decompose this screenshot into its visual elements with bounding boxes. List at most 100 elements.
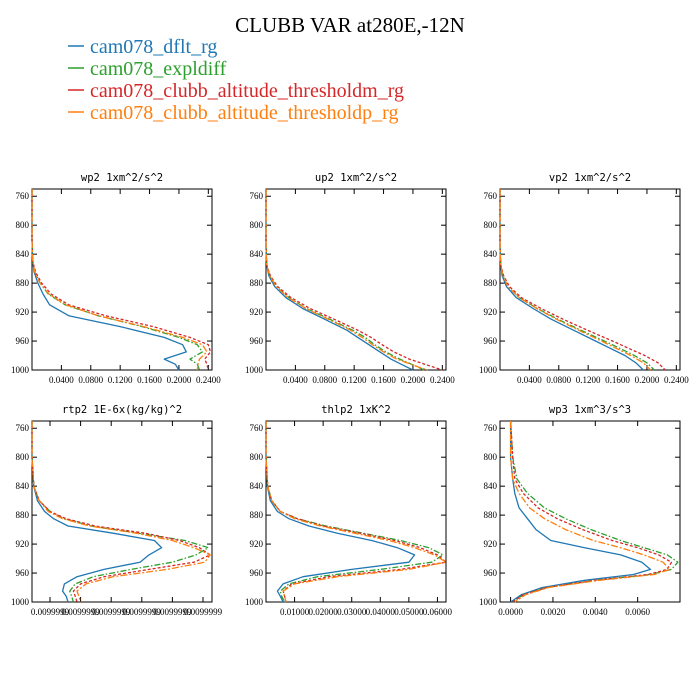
panel-4: rtp2 1E-6x(kg/kg)^2 760 800 840 880 920 960 100… [11,404,223,617]
y-tick-label: 960 [250,568,264,578]
series-line-4 [509,421,671,603]
x-tick-label: 0.2400 [430,375,455,385]
y-tick-label: 1000 [479,597,498,607]
y-tick-label: 880 [16,510,30,520]
y-tick-label: 800 [16,452,30,462]
y-tick-label: 960 [16,568,30,578]
x-tick-label: 0.05000 [394,607,424,617]
series-line-2 [31,421,210,603]
panel-title: vp2 1xm^2/s^2 [549,172,631,184]
y-tick-label: 800 [250,220,264,230]
legend-label: cam078_clubb_altitude_thresholdp_rg [90,102,398,124]
panel-grid: wp2 1xm^2/s^2 760 800 840 880 920 960 1000 0.040… [11,172,689,617]
plot-frame [265,420,447,603]
y-tick-label: 880 [484,278,498,288]
y-tick-label: 760 [16,423,30,433]
plot-frame [31,188,213,371]
series-line-4 [265,189,428,371]
x-tick-label: 0.06000 [423,607,453,617]
legend-label: cam078_clubb_altitude_thresholdm_rg [90,80,404,102]
series-line-1 [265,189,414,371]
y-tick-label: 880 [484,510,498,520]
y-tick-label: 760 [484,423,498,433]
panel-2: up2 1xm^2/s^2 760 800 840 880 920 960 1000 0.040… [245,172,455,385]
y-tick-label: 760 [484,191,498,201]
y-tick-label: 880 [16,278,30,288]
series-line-3 [265,189,443,371]
plot-frame [499,188,681,371]
y-tick-label: 1000 [11,597,30,607]
y-tick-label: 840 [484,481,498,491]
plot-frame [499,420,681,603]
y-tick-label: 840 [16,481,30,491]
series-line-3 [31,421,211,603]
panel-6: wp3 1xm^3/s^3 760 800 840 880 920 960 10000.000… [479,404,681,617]
y-tick-label: 920 [250,539,264,549]
y-tick-label: 840 [484,249,498,259]
x-tick-label: 0.0060 [625,607,650,617]
panel-title: up2 1xm^2/s^2 [315,172,397,184]
y-tick-label: 880 [250,278,264,288]
series-line-1 [31,189,187,371]
y-tick-label: 1000 [245,365,264,375]
x-tick-label: 0.1600 [371,375,396,385]
x-tick-label: 0.0400 [49,375,74,385]
x-tick-label: 0.0800 [546,375,571,385]
legend-item-dflt: cam078_dflt_rg [68,36,217,58]
y-tick-label: 1000 [479,365,498,375]
y-tick-label: 760 [16,191,30,201]
legend: cam078_dflt_rg cam078_expldiff cam078_cl… [68,36,404,124]
series-line-2 [499,189,655,371]
y-tick-label: 800 [484,220,498,230]
x-tick-label: 0.0400 [517,375,542,385]
series-line-3 [31,189,212,371]
y-tick-label: 840 [250,249,264,259]
series-line-1 [265,421,416,603]
x-tick-label: 0.0040 [583,607,608,617]
y-tick-label: 880 [250,510,264,520]
x-tick-label: 0.2000 [635,375,660,385]
y-tick-label: 960 [484,568,498,578]
y-tick-label: 920 [16,539,30,549]
y-tick-label: 760 [250,423,264,433]
series-line-4 [499,189,652,371]
x-tick-label: 0.03000 [337,607,367,617]
panel-title: rtp2 1E-6x(kg/kg)^2 [62,404,182,416]
x-tick-label: 0.2400 [196,375,221,385]
y-tick-label: 800 [250,452,264,462]
x-tick-label: 0.0099999 [123,607,162,617]
y-tick-label: 840 [250,481,264,491]
x-tick-label: 0.1200 [108,375,133,385]
x-tick-label: 0.02000 [309,607,339,617]
y-tick-label: 800 [484,452,498,462]
legend-label: cam078_expldiff [90,58,227,80]
legend-item-thresholdp: cam078_clubb_altitude_thresholdp_rg [68,102,398,124]
y-tick-label: 1000 [245,597,264,607]
x-tick-label: 0.0099999 [31,607,70,617]
x-tick-label: 0.0000 [498,607,523,617]
y-tick-label: 960 [484,336,498,346]
series-line-3 [265,421,447,603]
plot-frame [31,420,213,603]
panel-3: vp2 1xm^2/s^2 760 800 840 880 920 960 1000 0.040… [479,172,689,385]
panel-title: wp2 1xm^2/s^2 [81,172,163,184]
panel-title: wp3 1xm^3/s^3 [549,404,631,416]
panel-1: wp2 1xm^2/s^2 760 800 840 880 920 960 1000 0.040… [11,172,221,385]
x-tick-label: 0.2000 [167,375,192,385]
x-tick-label: 0.0020 [541,607,566,617]
y-tick-label: 1000 [11,365,30,375]
x-tick-label: 0.0800 [312,375,337,385]
x-tick-label: 0.1600 [137,375,162,385]
x-tick-label: 0.04000 [366,607,396,617]
figure-title: CLUBB VAR at280E,-12N [235,13,465,37]
x-tick-label: 0.0099999 [184,607,223,617]
y-tick-label: 920 [484,539,498,549]
series-line-2 [265,189,425,371]
y-tick-label: 960 [16,336,30,346]
y-tick-label: 760 [250,191,264,201]
legend-label: cam078_dflt_rg [90,36,217,58]
series-line-1 [509,421,652,603]
x-tick-label: 0.0099999 [61,607,100,617]
y-tick-label: 960 [250,336,264,346]
